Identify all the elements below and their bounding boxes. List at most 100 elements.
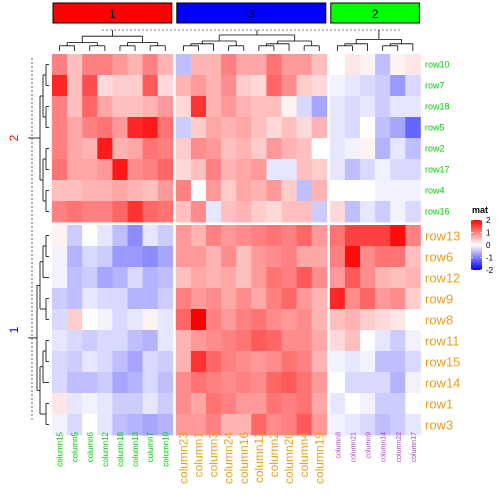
heatmap-cell [52, 372, 68, 394]
legend-colorbar [471, 220, 482, 270]
heatmap-cell [52, 288, 68, 310]
heatmap-cell [175, 267, 192, 289]
heatmap-cell [127, 54, 143, 76]
heatmap-cell [375, 54, 391, 76]
heatmap-cell [329, 246, 346, 268]
heatmap-cell [236, 309, 252, 331]
heatmap-cell [157, 117, 174, 139]
heatmap-cell [97, 330, 113, 352]
heatmap-cell [296, 75, 313, 97]
heatmap-cell [190, 309, 207, 331]
row-labels: row10 row7 row18 row5 row2 row17 row4 row16 row1… [425, 60, 460, 433]
heatmap-cell [157, 372, 174, 394]
heatmap-cell [311, 414, 328, 436]
heatmap-cell [236, 138, 252, 160]
heatmap-cell [251, 159, 267, 181]
heatmap-cell [175, 393, 192, 415]
heatmap-cell [142, 117, 159, 139]
heatmap-cell [221, 138, 237, 160]
heatmap-cell [296, 159, 313, 181]
heatmap-cell [296, 309, 313, 331]
row-label: row10 [425, 60, 450, 70]
heatmap-cell [157, 330, 174, 352]
heatmap-cell [221, 414, 237, 436]
heatmap-cell [97, 117, 113, 139]
heatmap-cell [405, 372, 421, 394]
heatmap-cell [97, 201, 113, 223]
heatmap-cell [52, 246, 68, 268]
column-label: column11 [252, 432, 266, 483]
heatmap-cell [97, 309, 113, 331]
heatmap-cell [206, 309, 222, 331]
row-label: row15 [425, 355, 460, 370]
heatmap-cell [281, 351, 297, 373]
heatmap-cell [52, 330, 68, 352]
heatmap-cell [157, 96, 174, 118]
heatmap-cell [405, 96, 421, 118]
heatmap-cell [236, 54, 252, 76]
heatmap-cell [236, 201, 252, 223]
column-label: column4 [297, 432, 311, 478]
heatmap-cell [221, 180, 237, 202]
heatmap-cell [112, 393, 128, 415]
row-label: row12 [425, 271, 460, 286]
heatmap-cell [142, 288, 159, 310]
heatmap-cell [157, 138, 174, 160]
heatmap-cell [142, 201, 159, 223]
heatmap-cell [82, 54, 98, 76]
heatmap-cell [236, 159, 252, 181]
row-label: row16 [425, 207, 450, 217]
heatmap-cell [236, 75, 252, 97]
heatmap-cell [296, 414, 313, 436]
heatmap-cell [97, 75, 113, 97]
heatmap-cell [296, 225, 313, 247]
heatmap-cell [405, 330, 421, 352]
heatmap-cell [175, 138, 192, 160]
heatmap-cell [67, 225, 83, 247]
heatmap-cell [221, 159, 237, 181]
heatmap-cell [281, 267, 297, 289]
row-label: row9 [425, 292, 453, 307]
heatmap-cell [296, 180, 313, 202]
heatmap-cell [360, 351, 376, 373]
heatmap-cell [266, 117, 282, 139]
heatmap-cell [329, 96, 346, 118]
heatmap-cell [190, 225, 207, 247]
column-label: column17 [411, 432, 418, 462]
heatmap-cell [390, 75, 406, 97]
heatmap-cell [266, 138, 282, 160]
heatmap-cell [360, 309, 376, 331]
heatmap-cell [375, 246, 391, 268]
heatmap-cell [375, 372, 391, 394]
legend-tick-label: -1 [486, 254, 494, 263]
heatmap-cell [375, 414, 391, 436]
heatmap-cell [52, 393, 68, 415]
heatmap-cell [206, 288, 222, 310]
heatmap-cell [142, 138, 159, 160]
heatmap-cell [190, 75, 207, 97]
heatmap-cell [360, 138, 376, 160]
heatmap-cell [142, 414, 159, 436]
heatmap-cell [311, 267, 328, 289]
heatmap-cell [390, 138, 406, 160]
heatmap-cell [360, 246, 376, 268]
heatmap-cell [82, 225, 98, 247]
heatmap-cell [97, 225, 113, 247]
heatmap-cell [82, 138, 98, 160]
heatmap-cell [251, 75, 267, 97]
heatmap-cell [67, 117, 83, 139]
heatmap-cell [127, 309, 143, 331]
heatmap-cell [112, 159, 128, 181]
heatmap-cell [175, 75, 192, 97]
heatmap-cell [360, 393, 376, 415]
column-labels: column15 column5 column6 column12 column18 co… [56, 431, 418, 484]
column-label: column6 [86, 431, 95, 462]
heatmap-cell [311, 309, 328, 331]
heatmap-cell [375, 225, 391, 247]
heatmap-cell [142, 393, 159, 415]
heatmap-cell [360, 201, 376, 223]
heatmap-cell [52, 414, 68, 436]
heatmap-cell [97, 267, 113, 289]
heatmap-cell [190, 117, 207, 139]
